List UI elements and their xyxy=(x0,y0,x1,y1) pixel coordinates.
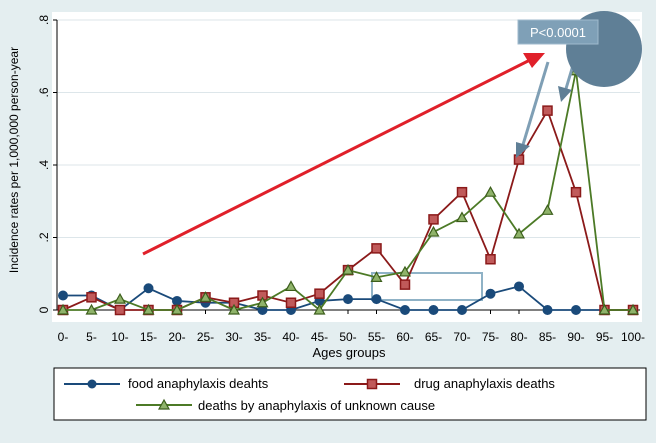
x-tick-label: 45- xyxy=(311,330,328,344)
callout-arrow-left xyxy=(520,61,550,149)
data-point-food xyxy=(343,294,353,305)
data-point-unknown xyxy=(370,271,383,282)
x-tick-label: 10- xyxy=(111,330,128,344)
legend-entry-drug: drug anaphylaxis deaths xyxy=(344,376,555,391)
legend-marker-drug xyxy=(366,378,378,390)
x-tick-label: 35- xyxy=(254,330,271,344)
highlight-box xyxy=(371,272,483,301)
x-tick-label: 55- xyxy=(368,330,385,344)
trend-arrow-head xyxy=(523,53,545,68)
callout-arrow-right-head xyxy=(558,86,572,102)
x-tick-label: 60- xyxy=(396,330,413,344)
data-point-drug xyxy=(428,214,439,225)
data-point-food xyxy=(400,305,410,315)
data-point-unknown xyxy=(484,185,497,197)
data-point-unknown xyxy=(199,291,212,302)
data-point-food xyxy=(457,305,467,315)
legend-label-food: food anaphylaxis deahts xyxy=(128,376,269,391)
data-point-food xyxy=(542,305,553,315)
series-unknown xyxy=(56,64,640,315)
x-tick-label: 40- xyxy=(282,330,299,344)
x-tick-label: 95- xyxy=(596,330,613,344)
x-tick-label: 30- xyxy=(225,330,242,344)
y-ticks: 0 .2 .4 .6 .8 xyxy=(37,15,57,313)
x-tick-label: 15- xyxy=(140,330,157,344)
data-point-unknown xyxy=(313,303,326,315)
data-point-drug xyxy=(114,304,126,316)
legend-entry-food: food anaphylaxis deahts xyxy=(64,376,269,391)
x-tick-label: 20- xyxy=(168,330,185,344)
data-point-food xyxy=(143,283,154,294)
gridlines xyxy=(57,19,640,238)
x-tick-label: 80- xyxy=(510,330,527,344)
data-point-unknown xyxy=(284,280,298,292)
data-point-unknown xyxy=(427,225,440,237)
legend-entry-unknown: deaths by anaphylaxis of unknown cause xyxy=(136,398,435,413)
data-point-drug xyxy=(86,292,97,303)
x-tick-label: 0- xyxy=(58,330,69,344)
x-tick-label: 25- xyxy=(197,330,214,344)
data-point-drug xyxy=(456,186,468,198)
x-tick-label: 70- xyxy=(453,330,470,344)
data-point-unknown xyxy=(341,263,355,275)
data-point-food xyxy=(571,305,581,315)
data-point-unknown xyxy=(227,303,241,315)
data-point-unknown xyxy=(598,303,611,315)
series xyxy=(56,64,640,316)
data-point-unknown xyxy=(113,292,127,304)
legend-label-drug: drug anaphylaxis deaths xyxy=(414,376,555,391)
data-point-drug xyxy=(485,254,496,265)
plot-area-background xyxy=(52,12,642,322)
x-tick-label: 75- xyxy=(482,330,499,344)
legend-label-unknown: deaths by anaphylaxis of unknown cause xyxy=(198,398,435,413)
data-point-drug xyxy=(542,105,553,116)
y-tick-label: .6 xyxy=(37,87,51,97)
callout-arrow-left-head xyxy=(516,142,530,158)
data-point-unknown xyxy=(170,303,184,315)
y-tick-label: 0 xyxy=(37,306,51,313)
x-tick-label: 50- xyxy=(339,330,356,344)
data-point-unknown xyxy=(85,303,98,315)
y-tick-label: .4 xyxy=(37,160,51,170)
y-tick-label: .2 xyxy=(37,232,51,242)
data-point-drug xyxy=(371,243,382,254)
data-point-drug xyxy=(513,154,525,165)
data-point-unknown xyxy=(455,211,469,223)
y-tick-label: .8 xyxy=(37,15,51,25)
data-point-drug xyxy=(399,279,411,290)
data-point-unknown xyxy=(541,204,554,215)
legend-box xyxy=(53,367,647,421)
data-point-drug xyxy=(285,297,297,308)
data-point-food xyxy=(371,294,382,305)
pvalue-box xyxy=(517,19,599,45)
trend-arrow xyxy=(142,58,531,256)
data-point-unknown xyxy=(256,296,269,308)
x-tick-label: 90- xyxy=(567,330,584,344)
data-point-food xyxy=(428,305,439,315)
x-tick-label: 65- xyxy=(425,330,442,344)
y-axis-label: Incidence rates per 1,000,000 person-yea… xyxy=(7,47,21,273)
x-tick-label: 85- xyxy=(539,330,556,344)
x-ticks: 0- 5- 10- 15- 20- 25- 30- 35- 40- 45- 50- 55- 60- 65-… xyxy=(58,310,645,344)
data-point-drug xyxy=(570,186,582,198)
data-point-unknown xyxy=(398,265,412,277)
data-point-unknown xyxy=(626,303,640,315)
data-point-food xyxy=(514,281,524,292)
x-tick-label: 100- xyxy=(621,330,645,344)
legend: food anaphylaxis deahts drug anaphylaxis… xyxy=(53,367,647,421)
data-point-unknown xyxy=(56,303,70,315)
data-point-food xyxy=(485,288,496,299)
legend-marker-food xyxy=(87,379,97,389)
data-point-food xyxy=(58,290,68,301)
series-food xyxy=(58,281,638,315)
legend-marker-unknown xyxy=(157,398,171,410)
data-point-unknown xyxy=(512,227,526,239)
data-point-unknown xyxy=(142,303,155,315)
x-tick-label: 5- xyxy=(86,330,97,344)
x-axis-label: Ages groups xyxy=(313,345,386,360)
pvalue-label: P<0.0001 xyxy=(530,25,586,40)
data-point-drug xyxy=(314,288,325,299)
